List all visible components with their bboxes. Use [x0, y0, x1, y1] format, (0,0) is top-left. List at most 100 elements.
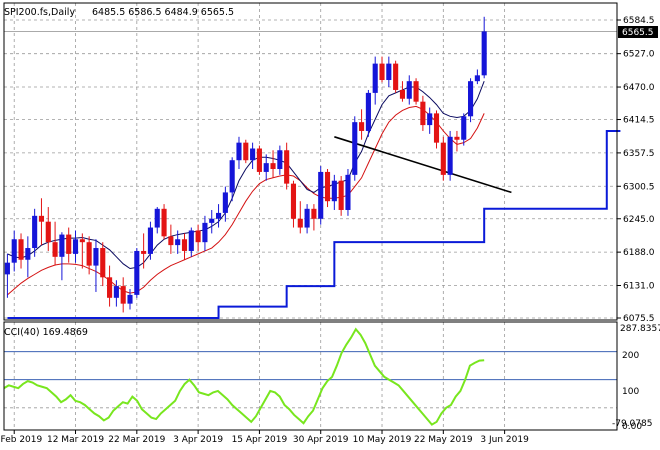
price-tick-label: 6357.5	[623, 149, 655, 159]
candle-body	[263, 163, 269, 172]
candle-body	[161, 208, 167, 237]
candle-body	[393, 63, 399, 90]
current-price-label: 6565.5	[622, 28, 654, 38]
candle-body	[120, 286, 126, 304]
candle-body	[454, 136, 460, 140]
candle-body	[175, 239, 181, 246]
candle-body	[229, 160, 235, 193]
price-tick-label: 6245.0	[623, 215, 655, 225]
candle-body	[324, 171, 331, 202]
candle-body	[181, 239, 188, 251]
candle-body	[100, 248, 106, 278]
date-tick-label: 10 May 2019	[353, 435, 412, 445]
candle-body	[209, 218, 215, 223]
candle-body	[311, 208, 317, 219]
candle-body	[461, 116, 467, 140]
price-tick-label: 6131.0	[623, 282, 655, 292]
candle-body	[147, 227, 153, 254]
candle-body	[188, 230, 194, 251]
candle-body	[250, 148, 256, 161]
cci-level-0-label: 0.00	[622, 422, 642, 432]
candle-body	[297, 218, 303, 228]
candle-body	[52, 242, 58, 257]
candle-body	[38, 215, 45, 222]
cci-axis-bottom: -79.0785	[612, 419, 652, 429]
candle-body	[420, 101, 426, 126]
date-tick-label: 30 Apr 2019	[293, 435, 349, 445]
axes: 6584.5 6527.0 6470.0 6414.5 6357.5 6300.5 6245…	[0, 2, 655, 445]
price-tick-label: 6584.5	[623, 16, 655, 26]
candle-body	[433, 113, 440, 143]
candle-body	[372, 63, 378, 93]
candle-body	[32, 215, 38, 249]
candle-body	[72, 239, 79, 254]
price-tick-label: 6300.5	[623, 182, 655, 192]
ma-slow-line	[7, 105, 485, 296]
date-tick-label: 28 Feb 2019	[0, 435, 42, 445]
candle-body	[134, 250, 140, 295]
candle-body	[304, 208, 310, 228]
cci-axis-top: 287.8357	[620, 324, 660, 334]
candle-body	[236, 142, 242, 161]
price-tick-label: 6414.5	[623, 116, 655, 126]
date-tick-label: 3 Apr 2019	[173, 435, 223, 445]
date-tick-label: 15 Apr 2019	[232, 435, 288, 445]
candle-body	[440, 142, 446, 175]
price-tick-label: 6188.0	[623, 248, 655, 258]
candle-body	[406, 81, 412, 99]
candle-body	[379, 63, 385, 81]
current-price-box	[618, 26, 658, 38]
candle-body	[284, 150, 290, 184]
candle-body	[447, 136, 453, 175]
candle-body	[66, 234, 72, 254]
main-panel-frame	[3, 2, 618, 321]
cci-line	[3, 327, 485, 426]
candle-body	[474, 75, 480, 82]
candle-body	[222, 192, 228, 213]
candle-body	[345, 174, 351, 210]
candle-body	[202, 222, 208, 243]
price-tick-label: 6075.5	[623, 314, 655, 324]
candle-body	[11, 239, 17, 263]
candle-body	[270, 163, 276, 169]
candle-body	[168, 236, 174, 246]
candle-body	[399, 89, 406, 99]
date-tick-label: 22 Mar 2019	[108, 435, 165, 445]
cci-level-100-label: 100	[622, 387, 639, 397]
date-tick-label: 3 Jun 2019	[480, 435, 529, 445]
symbol-label: SPI200.fs,Daily	[4, 7, 75, 18]
trend-line	[334, 136, 512, 194]
candle-body	[338, 180, 344, 210]
candle-body	[127, 294, 133, 304]
candle-body	[93, 248, 99, 266]
candle-body	[318, 171, 324, 219]
cci-level-100-tag: 100	[622, 387, 639, 397]
ma-fast-line	[7, 80, 485, 270]
candle-body	[331, 180, 337, 202]
price-tick-label: 6527.0	[623, 50, 655, 60]
candle-body	[365, 92, 371, 131]
cci-level-200-tag: 200	[622, 351, 639, 361]
candle-body	[195, 230, 201, 243]
candle-body	[25, 248, 31, 260]
candle-body	[45, 221, 51, 243]
candle-body	[18, 239, 24, 260]
date-tick-label: 12 Mar 2019	[47, 435, 104, 445]
support-line	[7, 129, 621, 319]
candle-body	[79, 239, 85, 243]
candle-body	[141, 250, 147, 254]
date-tick-label: 22 May 2019	[414, 435, 473, 445]
ohlc-values: 6485.5 6586.5 6484.9 6565.5	[92, 7, 234, 18]
candle-body	[386, 63, 392, 81]
candle-body	[4, 262, 10, 275]
candles	[4, 16, 487, 313]
candle-body	[413, 81, 419, 102]
candle-body	[468, 81, 474, 117]
candle-body	[352, 122, 358, 175]
cci-series	[3, 327, 485, 426]
candle-body	[215, 212, 222, 219]
candle-body	[256, 148, 262, 172]
candle-body	[113, 286, 119, 298]
candle-body	[359, 122, 365, 131]
